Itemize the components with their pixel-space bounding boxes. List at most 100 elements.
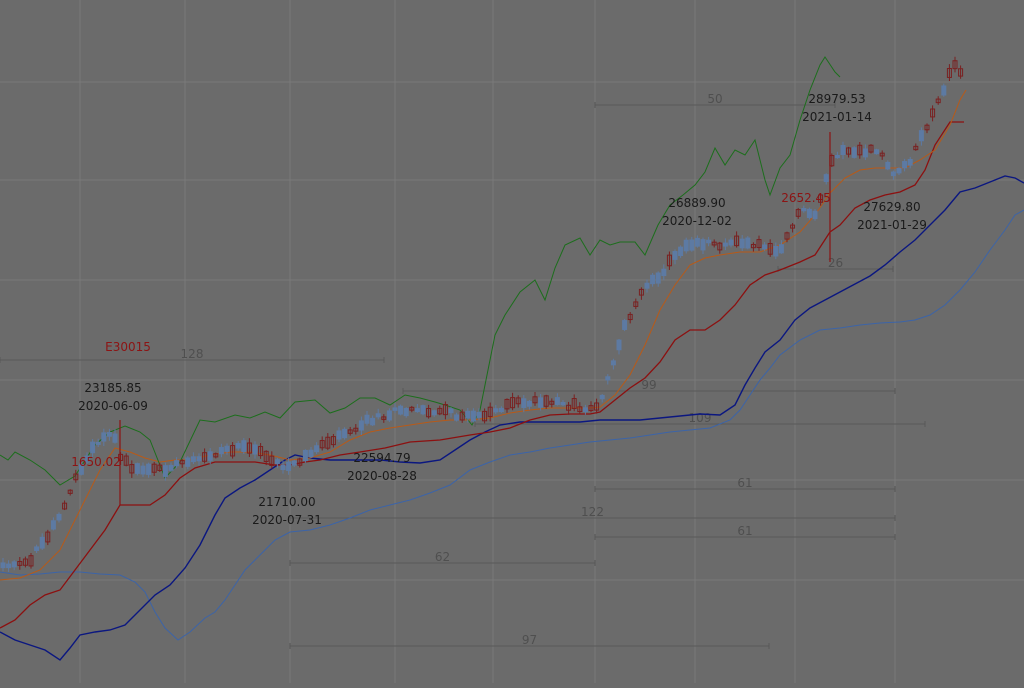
candle-body	[330, 436, 336, 446]
candle-body	[185, 457, 191, 467]
candle-body	[918, 130, 924, 142]
measure-label: 61	[737, 476, 752, 490]
candle-body	[426, 407, 432, 418]
candle-body	[610, 360, 616, 366]
measure-label: 62	[435, 550, 450, 564]
candle-body	[510, 397, 516, 409]
candle-body	[420, 405, 426, 415]
candle-body	[857, 144, 863, 156]
candle-body	[773, 245, 779, 257]
candle-body	[666, 254, 672, 267]
candle-body	[605, 376, 611, 381]
measure-label: 97	[522, 633, 537, 647]
annotation-date: 2020-08-28	[347, 469, 417, 483]
candle-body	[734, 235, 740, 247]
candle-body	[806, 208, 812, 218]
candle-body	[302, 449, 308, 462]
measure-label: 128	[181, 347, 204, 361]
candle-body	[823, 174, 829, 182]
candle-body	[146, 463, 152, 475]
candle-body	[582, 407, 588, 412]
candle-body	[202, 452, 208, 462]
candle-body	[543, 395, 549, 407]
candle-body	[386, 410, 392, 421]
red-labels: E30015 1650.02 2652.45	[71, 191, 831, 469]
candle-body	[689, 239, 695, 251]
line-series-green	[0, 56, 841, 486]
measure-label: 109	[689, 411, 712, 425]
candle-body	[246, 442, 252, 454]
candle-body	[902, 161, 908, 169]
candle-body	[392, 407, 398, 411]
candle-body	[218, 447, 224, 455]
candle-body	[308, 449, 314, 458]
candle-body	[851, 147, 857, 158]
candle-body	[280, 464, 286, 471]
candle-body	[577, 406, 583, 413]
annotation-date: 2021-01-14	[802, 110, 872, 124]
candle-body	[790, 224, 796, 229]
candle-body	[50, 520, 56, 530]
candle-body	[319, 440, 325, 449]
candle-body	[862, 148, 868, 158]
candle-body	[521, 398, 527, 408]
candle-body	[224, 445, 230, 452]
measure-label: 50	[707, 92, 722, 106]
candle-body	[56, 513, 62, 521]
candle-body	[129, 464, 135, 474]
candle-body	[594, 402, 600, 411]
candle-body	[935, 98, 941, 104]
candle-body	[17, 560, 23, 566]
candle-body	[409, 406, 415, 411]
candle-body	[627, 313, 633, 321]
candle-body	[45, 531, 51, 543]
candle-body	[286, 461, 292, 471]
candle-body	[403, 408, 409, 417]
measure-label: 26	[828, 256, 843, 270]
candle-body	[297, 458, 303, 466]
candle-body	[448, 408, 454, 414]
candle-body	[11, 561, 17, 568]
candle-body	[353, 427, 359, 432]
candle-body	[896, 167, 902, 174]
candle-body	[874, 149, 880, 155]
candle-body	[342, 428, 348, 439]
candle-body	[476, 412, 482, 418]
candle-body	[196, 456, 202, 462]
candle-body	[549, 400, 555, 405]
candle-body	[207, 451, 213, 461]
candle-body	[515, 397, 521, 405]
line-series-navy	[0, 175, 1024, 661]
candle-body	[885, 161, 891, 170]
candle-body	[493, 408, 499, 413]
candle-body	[538, 397, 544, 408]
candle-body	[168, 464, 174, 471]
candle-body	[650, 274, 656, 285]
candle-body	[134, 463, 140, 474]
candle-body	[39, 536, 45, 549]
candle-body	[784, 232, 790, 240]
candle-body	[465, 410, 471, 419]
candle-body	[62, 502, 68, 510]
candle-body	[566, 404, 572, 411]
candle-body	[258, 446, 264, 457]
candle-body	[840, 145, 846, 156]
candle-body	[151, 463, 157, 473]
candle-body	[846, 147, 852, 155]
candle-body	[711, 241, 717, 246]
candle-body	[78, 464, 84, 475]
annotation-date: 2021-01-29	[857, 218, 927, 232]
candle-body	[101, 432, 107, 442]
candle-body	[179, 460, 185, 465]
candle-body	[252, 444, 258, 455]
line-series-orange	[0, 89, 967, 581]
measure-label: 61	[737, 524, 752, 538]
candle-body	[762, 244, 768, 250]
candle-body	[946, 67, 952, 78]
candle-body	[190, 456, 196, 463]
candle-body	[470, 410, 476, 422]
candle-body	[398, 405, 404, 415]
annotation-value: 21710.00	[258, 495, 315, 509]
annotation-date: 2020-12-02	[662, 214, 732, 228]
candle-body	[706, 239, 712, 244]
